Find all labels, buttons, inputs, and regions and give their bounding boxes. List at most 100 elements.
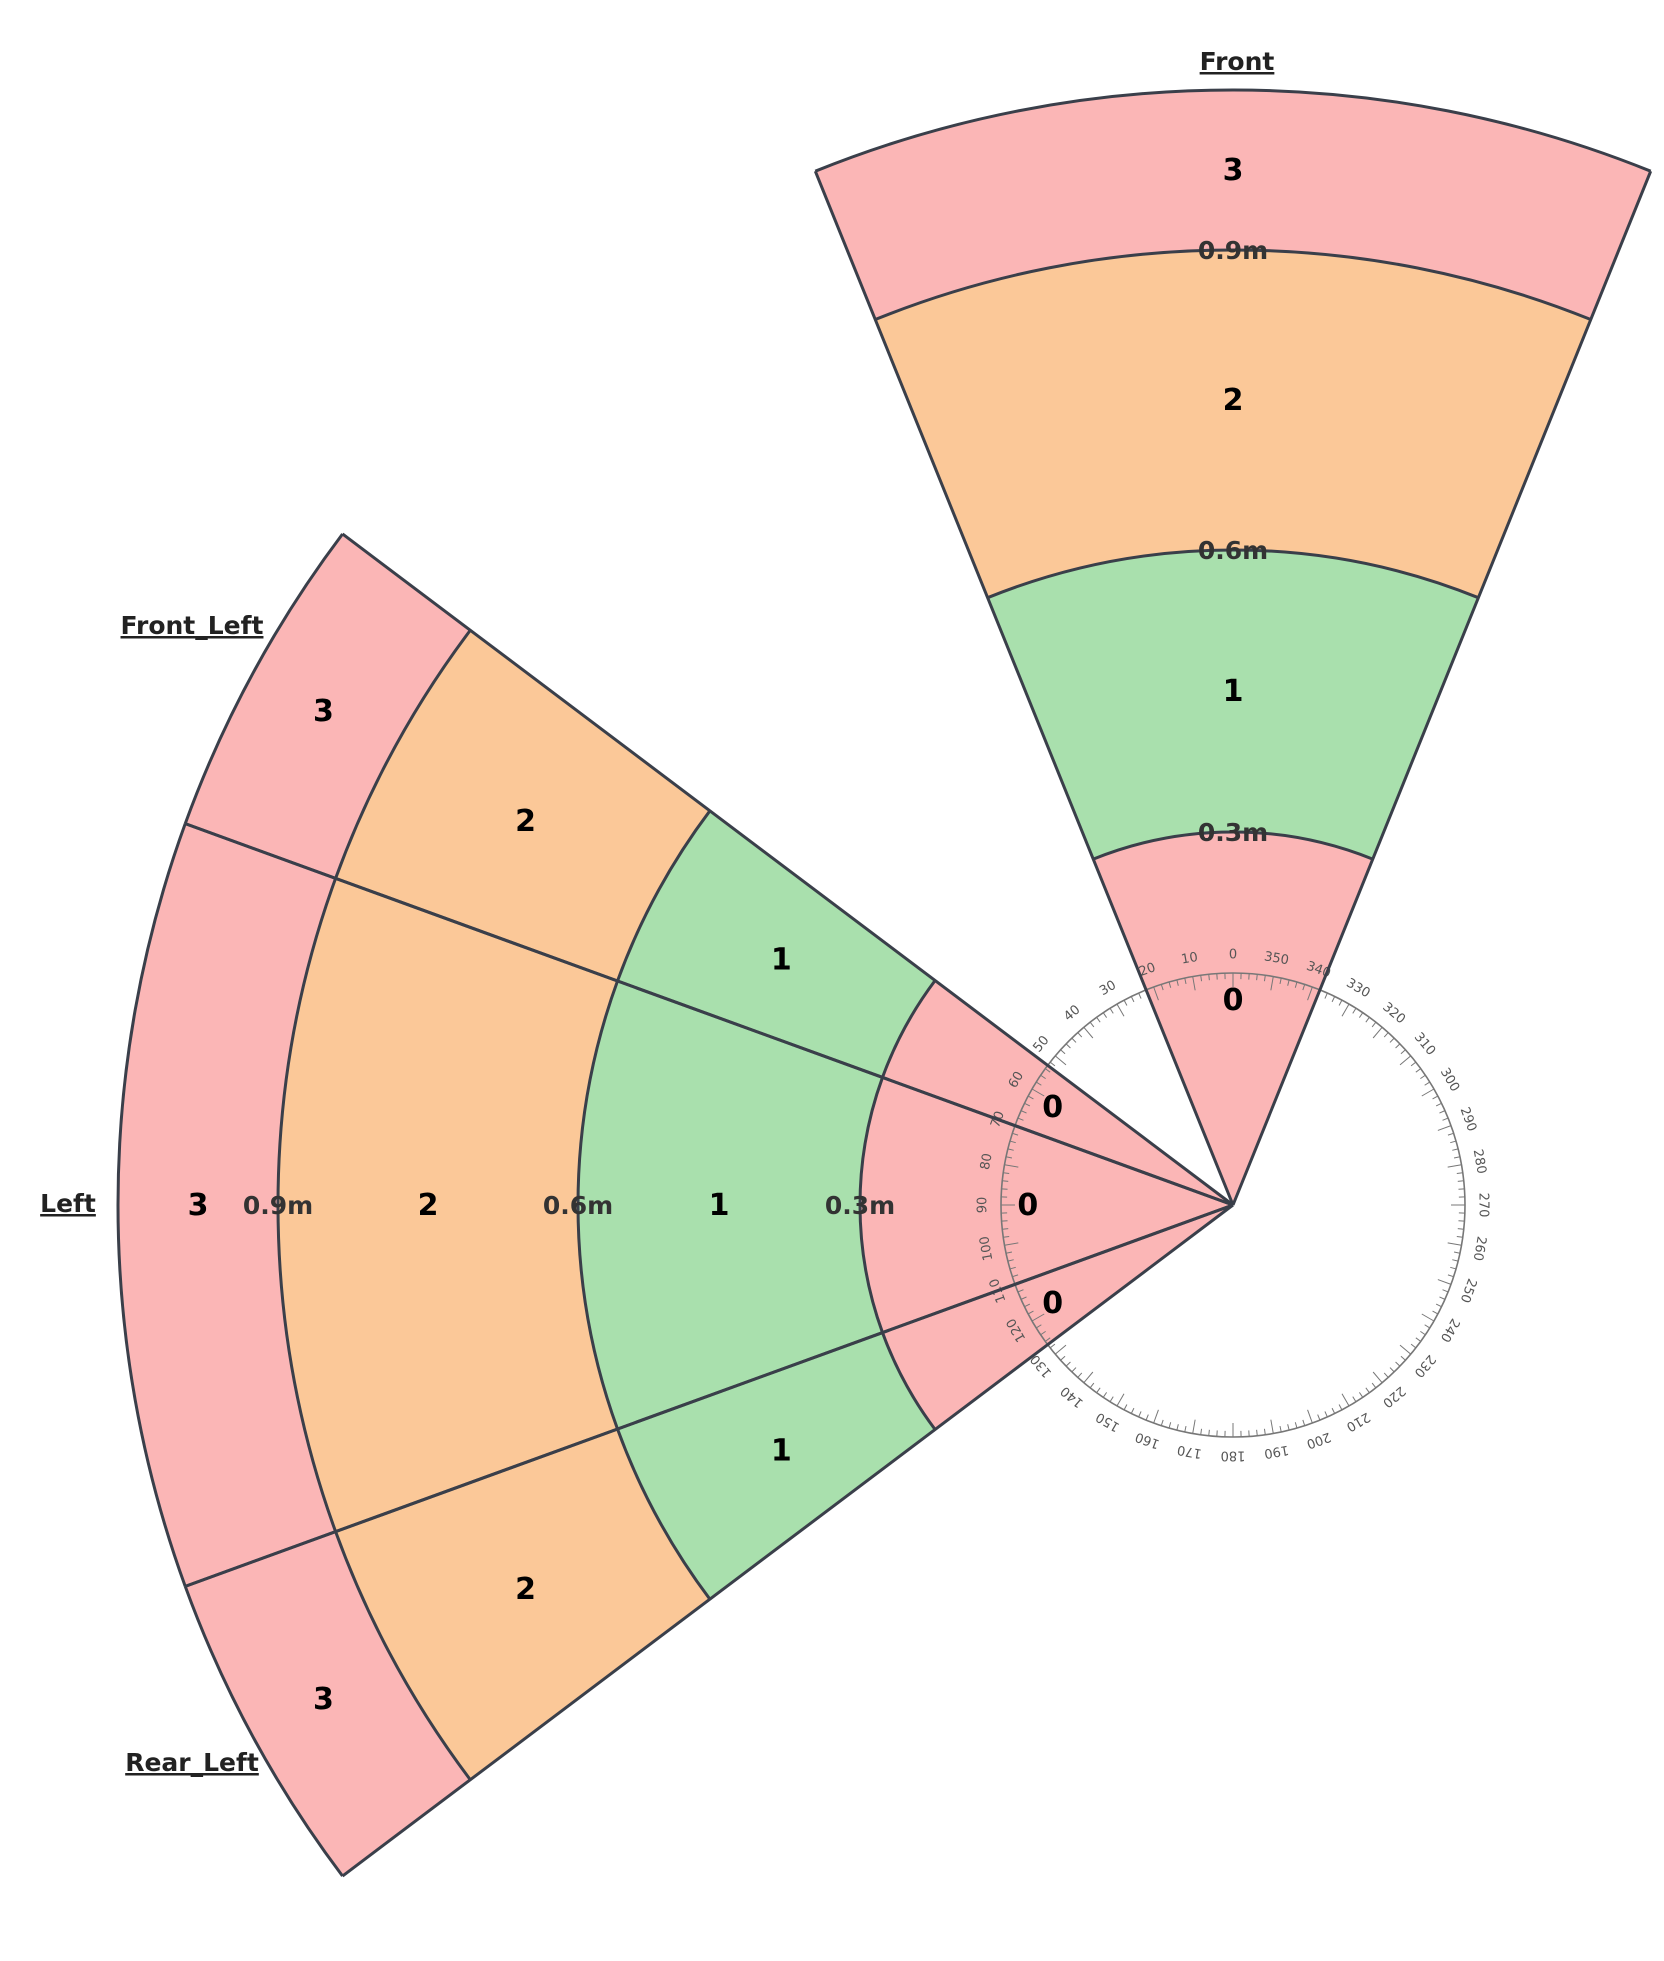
protractor-label-290: 290	[1457, 1105, 1480, 1133]
protractor-tick	[1442, 1289, 1449, 1293]
protractor-tick	[1456, 1172, 1463, 1175]
front-zone-0-fill	[1093, 831, 1373, 1205]
protractor-tick	[1071, 1367, 1077, 1373]
rear-left-zone-1-fill	[617, 1332, 936, 1600]
protractor-label-150: 150	[1093, 1409, 1122, 1434]
rear-left-edge-0	[184, 1203, 1234, 1588]
rear-left-zone-0-label: 0	[1042, 1286, 1063, 1321]
protractor-label-220: 220	[1379, 1383, 1408, 1410]
front-edge-1	[1231, 170, 1653, 1206]
front-left-sector-title: Front_Left	[121, 611, 264, 640]
protractor-tick	[1031, 1313, 1045, 1322]
protractor-tick	[1447, 1132, 1454, 1136]
protractor-label-240: 240	[1437, 1315, 1462, 1344]
protractor-tick	[1415, 1068, 1421, 1073]
protractor-label-90: 90	[976, 1197, 991, 1214]
protractor-tick	[1439, 1296, 1446, 1300]
protractor-tick	[1358, 1392, 1364, 1398]
rear-left-zone-0-fill	[882, 1205, 1233, 1430]
zone-borders	[116, 88, 1653, 1878]
protractor-label-140: 140	[1058, 1383, 1087, 1410]
protractor-label-310: 310	[1411, 1030, 1438, 1059]
protractor-tick	[1420, 1330, 1426, 1336]
protractor-tick	[1287, 979, 1290, 986]
protractor-label-100: 100	[977, 1235, 996, 1262]
protractor-label-210: 210	[1343, 1409, 1372, 1434]
protractor-tick	[1083, 1371, 1094, 1384]
protractor-label-330: 330	[1343, 976, 1372, 1001]
protractor-tick	[1004, 1242, 1019, 1246]
protractor-tick	[1009, 1266, 1016, 1270]
protractor-tick	[1365, 1017, 1370, 1023]
left-distance-label-2: 0.9m	[243, 1191, 313, 1220]
front-zone-2-outer-arc	[874, 248, 1592, 321]
protractor-tick	[1027, 1095, 1034, 1100]
rear-left-zone-3-fill	[185, 1531, 471, 1877]
protractor-tick	[1371, 1021, 1377, 1028]
protractor-tick	[1153, 1409, 1159, 1424]
protractor-tick	[1279, 1425, 1282, 1433]
protractor-tick	[1017, 1289, 1024, 1293]
front-left-zone-1-fill	[617, 810, 936, 1078]
protractor-label-40: 40	[1061, 1002, 1083, 1024]
protractor-tick	[1279, 977, 1282, 985]
protractor-tick	[1009, 1140, 1016, 1144]
rear-left-zone-3-label: 3	[313, 1682, 334, 1717]
protractor-label-50: 50	[1030, 1033, 1052, 1055]
protractor-tick	[1060, 1049, 1066, 1055]
protractor-tick	[1049, 1061, 1056, 1067]
protractor-tick	[1338, 1404, 1343, 1411]
protractor-tick	[1123, 999, 1128, 1006]
protractor-label-190: 190	[1263, 1442, 1290, 1461]
protractor-tick	[1024, 1303, 1031, 1308]
protractor-tick	[1365, 1387, 1370, 1393]
front-left-zone-0-label: 0	[1042, 1090, 1063, 1125]
protractor-tick	[1307, 1409, 1313, 1424]
protractor-tick	[1027, 1310, 1034, 1315]
protractor-tick	[1435, 1303, 1442, 1308]
protractor-label-10: 10	[1180, 950, 1199, 968]
protractor-tick	[1116, 1003, 1125, 1017]
protractor-tick	[1287, 1424, 1290, 1431]
front-left-zone-2-fill	[335, 630, 710, 981]
protractor-tick	[1012, 1274, 1019, 1278]
protractor-tick	[1054, 1344, 1067, 1355]
protractor-tick	[1168, 1422, 1172, 1429]
front-left-zone-3-label: 3	[313, 694, 334, 729]
rear-left-zone-2-label: 2	[515, 1572, 536, 1607]
protractor-tick	[1049, 1343, 1056, 1349]
protractor-tick	[1371, 1382, 1377, 1389]
protractor-tick	[1410, 1061, 1417, 1067]
protractor-tick	[1096, 1387, 1101, 1393]
protractor-tick	[1005, 1251, 1013, 1254]
rear-left-zone-3-outer-arc	[183, 1585, 344, 1877]
protractor-tick	[1270, 976, 1274, 991]
front-edge-0	[813, 170, 1235, 1206]
protractor-tick	[1420, 1074, 1426, 1080]
protractor-tick	[1410, 1343, 1417, 1349]
protractor-tick	[1071, 1037, 1077, 1043]
protractor-tick	[1040, 1074, 1046, 1080]
protractor-tick	[1024, 1102, 1031, 1107]
protractor-tick	[1421, 1088, 1435, 1097]
protractor-label-320: 320	[1379, 1000, 1408, 1027]
front-zone-1-outer-arc	[987, 548, 1479, 600]
protractor-tick	[1077, 1372, 1083, 1378]
protractor-tick	[1437, 1279, 1452, 1285]
protractor-tick	[1421, 1313, 1435, 1322]
front-zone-0-label: 0	[1223, 983, 1244, 1018]
protractor-tick	[1192, 976, 1196, 991]
protractor-tick	[1452, 1259, 1459, 1262]
protractor-tick	[1453, 1251, 1461, 1254]
protractor-tick	[1020, 1296, 1027, 1300]
protractor-tick	[1160, 984, 1164, 991]
protractor-tick	[1208, 1429, 1210, 1436]
rear-left-zone-0-outer-arc	[881, 1332, 937, 1431]
protractor-tick	[1395, 1043, 1401, 1049]
rear-left-zone-2-fill	[335, 1429, 710, 1780]
left-edge-0	[184, 822, 1234, 1207]
protractor-tick	[1002, 1180, 1009, 1182]
rear-left-zone-1-label: 1	[771, 1433, 792, 1468]
protractor-tick	[1447, 1274, 1454, 1278]
left-distance-label-1: 0.6m	[543, 1191, 613, 1220]
